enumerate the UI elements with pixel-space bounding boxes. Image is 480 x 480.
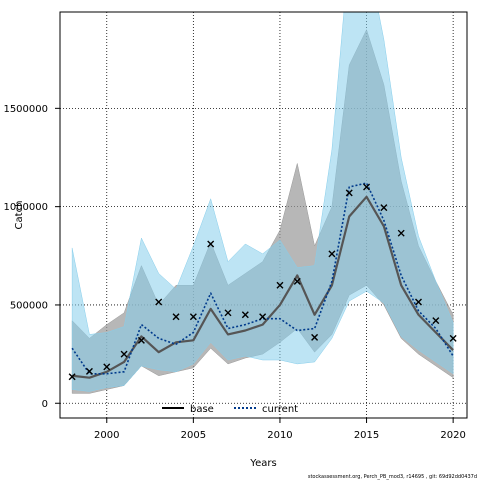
observed-point-2005 [189,313,197,321]
observed-point-2002 [137,336,145,344]
observed-point-2015 [363,183,371,191]
observed-point-2014 [345,189,353,197]
observed-point-2008 [241,311,249,319]
observed-point-1999 [85,367,93,375]
legend-base-label: base [190,404,214,415]
x-tick-label-2000: 2000 [94,430,119,441]
y-tick-label-500000: 500000 [10,300,48,311]
observed-point-2001 [120,350,128,358]
x-tick-label-2005: 2005 [181,430,206,441]
band-current [71,12,454,392]
observed-point-2019 [432,317,440,325]
observed-point-2003 [155,298,163,306]
observed-point-2007 [224,309,232,317]
x-tick-label-2015: 2015 [354,430,379,441]
series-lines [71,182,454,379]
y-tick-label-1000000: 1000000 [3,202,48,213]
observed-point-2016 [380,204,388,212]
y-tick-label-1500000: 1500000 [3,104,48,115]
legend: base current [162,404,298,415]
y-axis-label: Catch [14,201,25,230]
x-tick-label-2010: 2010 [267,430,292,441]
y-tick-label-0: 0 [42,399,48,410]
observed-point-2020 [449,334,457,342]
observed-point-2004 [172,313,180,321]
line-base [71,195,454,379]
x-axis-label: Years [249,458,276,469]
confidence-bands [71,12,454,394]
observed-point-2018 [415,298,423,306]
x-axis-ticks: 2000 2005 2010 2015 2020 [94,418,466,441]
legend-current-label: current [262,404,298,415]
observed-point-1998 [68,373,76,381]
observed-point-2010 [276,281,284,289]
observed-point-2013 [328,250,336,258]
observed-point-2012 [311,333,319,341]
y-axis-ticks: 0 500000 1000000 1500000 [3,104,60,410]
observed-point-2011 [293,277,301,285]
footer-note: stockassessment.org, Perch_PB_mod3, r146… [308,474,477,480]
observed-point-2000 [103,363,111,371]
observed-points [68,183,457,381]
observed-point-2009 [259,313,267,321]
observed-point-2017 [397,229,405,237]
observed-point-2006 [207,240,215,248]
x-tick-label-2020: 2020 [440,430,465,441]
plot-frame [59,11,468,419]
